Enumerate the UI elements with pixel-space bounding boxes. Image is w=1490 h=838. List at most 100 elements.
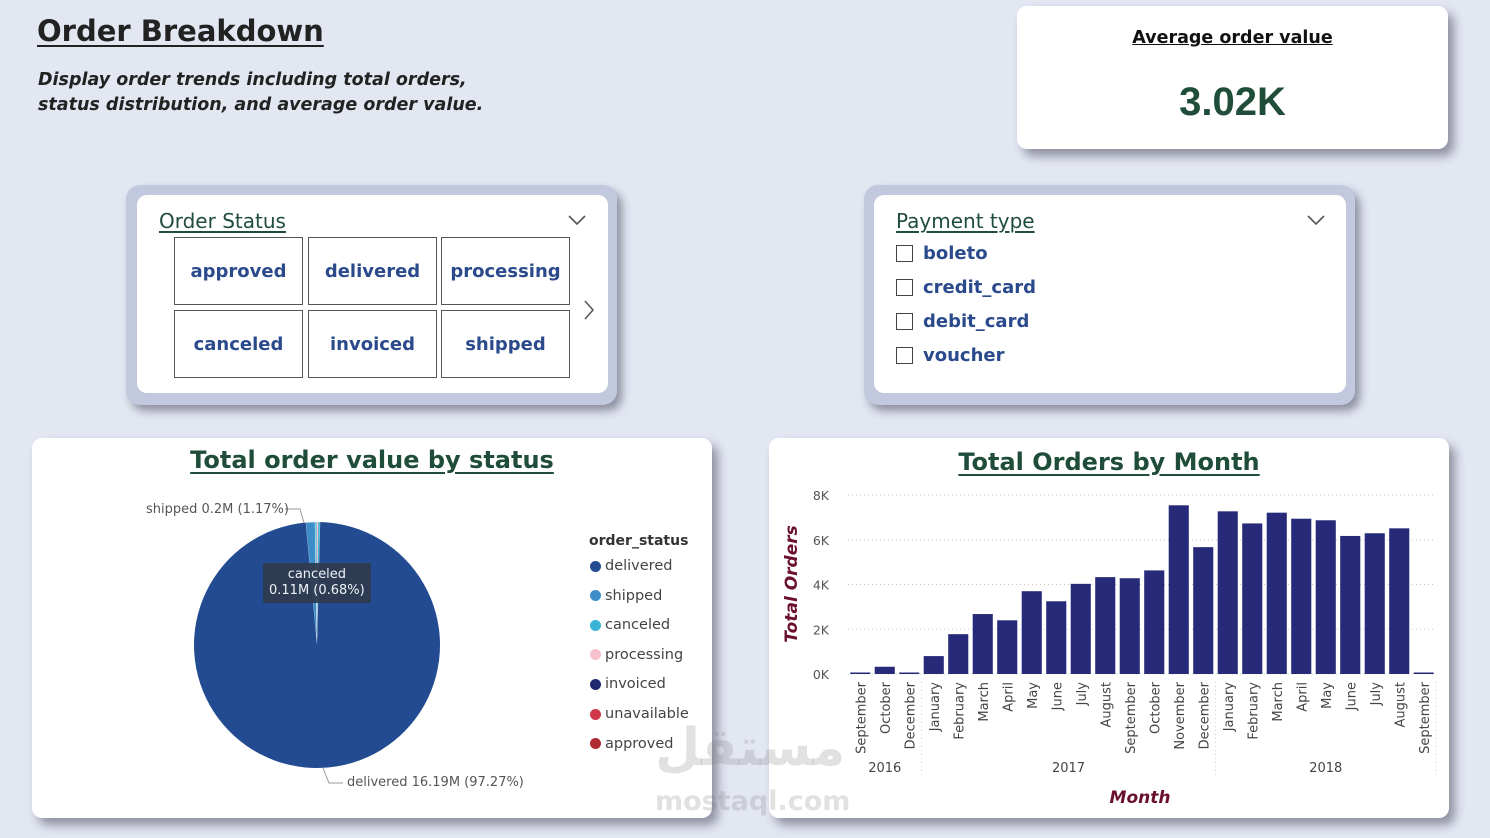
checkbox-icon[interactable]: [896, 312, 913, 330]
status-tile-approved[interactable]: approved: [174, 237, 303, 305]
tooltip-title: canceled: [287, 567, 347, 582]
status-tile-canceled[interactable]: canceled: [174, 310, 303, 378]
x-tick-label: September: [1418, 681, 1433, 754]
page-title: Order Breakdown: [37, 14, 324, 48]
watermark-latin: mostaql.com: [655, 786, 851, 817]
legend-dot-icon: [590, 738, 601, 750]
bar-october-2016[interactable]: [874, 666, 895, 674]
x-tick-label: February: [952, 682, 967, 740]
bar-may-2018[interactable]: [1315, 520, 1336, 674]
legend-item-invoiced[interactable]: invoiced: [590, 676, 666, 692]
chevron-right-icon[interactable]: [582, 299, 596, 321]
x-tick-label: July: [1075, 682, 1090, 707]
legend-item-shipped[interactable]: shipped: [590, 588, 662, 604]
bar-chart-card: Total Orders by Month 0K 2K 4K 6K 8K Septembe…: [769, 438, 1449, 818]
bar-january-2017[interactable]: [923, 656, 944, 674]
bar-july-2018[interactable]: [1364, 533, 1385, 674]
legend-dot-icon: [590, 590, 601, 602]
legend-item-canceled[interactable]: canceled: [590, 617, 670, 633]
legend-item-delivered[interactable]: delivered: [590, 558, 672, 574]
checkbox-icon[interactable]: [896, 346, 913, 364]
bar-december-2016[interactable]: [899, 672, 920, 675]
legend-item-approved[interactable]: approved: [590, 736, 674, 752]
legend-dot-icon: [590, 619, 601, 631]
x-tick-label: December: [903, 681, 918, 749]
status-tile-processing[interactable]: processing: [441, 237, 570, 305]
bar-june-2018[interactable]: [1340, 535, 1361, 674]
legend-item-unavailable[interactable]: unavailable: [590, 706, 689, 722]
checkbox-icon[interactable]: [896, 278, 913, 296]
pie-slice-delivered[interactable]: [193, 522, 440, 768]
payment-option-label: debit_card: [923, 310, 1030, 332]
payment-option-boleto[interactable]: boleto: [896, 240, 988, 266]
bar-december-2017[interactable]: [1193, 547, 1214, 674]
pie-label-delivered: delivered 16.19M (97.27%): [347, 775, 524, 790]
page-subtitle: Display order trends including total ord…: [38, 70, 484, 115]
status-tile-invoiced[interactable]: invoiced: [308, 310, 437, 378]
legend-dot-icon: [590, 678, 601, 690]
x-tick-label: April: [1001, 682, 1016, 712]
x-tick-label: June: [1344, 682, 1359, 711]
year-label: 2018: [1309, 761, 1342, 776]
status-tile-delivered[interactable]: delivered: [308, 237, 437, 305]
bar-april-2017[interactable]: [997, 620, 1018, 674]
status-tile-shipped[interactable]: shipped: [441, 310, 570, 378]
watermark-arabic: مستقل: [655, 718, 846, 778]
checkbox-icon[interactable]: [896, 244, 913, 262]
bar-april-2018[interactable]: [1291, 518, 1312, 674]
bar-september-2016[interactable]: [850, 672, 871, 675]
payment-option-debit-card[interactable]: debit_card: [896, 308, 1029, 334]
bar-june-2017[interactable]: [1046, 601, 1067, 674]
bar-march-2017[interactable]: [972, 614, 993, 674]
legend-label: shipped: [605, 587, 663, 604]
x-axis-title: Month: [1110, 788, 1171, 808]
bar-september-2018[interactable]: [1413, 672, 1434, 675]
bar-may-2017[interactable]: [1021, 591, 1042, 674]
y-axis-title: Total Orders: [782, 525, 802, 642]
leader-line-shipped: [285, 508, 305, 524]
chevron-down-icon[interactable]: [1306, 213, 1326, 227]
legend-label: approved: [605, 735, 674, 752]
x-tick-label: April: [1295, 682, 1310, 712]
year-label: 2016: [868, 761, 901, 776]
x-tick-label: August: [1393, 682, 1408, 728]
bar-july-2017[interactable]: [1070, 583, 1091, 674]
payment-option-voucher[interactable]: voucher: [896, 342, 1004, 368]
legend-label: unavailable: [605, 706, 689, 722]
y-tick-label: 4K: [813, 578, 830, 593]
bar-september-2017[interactable]: [1119, 578, 1140, 674]
bar-august-2017[interactable]: [1095, 577, 1116, 674]
legend-item-processing[interactable]: processing: [590, 647, 683, 663]
tooltip-value: 0.11M (0.68%): [269, 583, 365, 598]
x-tick-label: January: [1222, 682, 1237, 733]
kpi-title: Average order value: [1132, 28, 1333, 48]
y-tick-label: 8K: [813, 488, 830, 503]
bar-february-2018[interactable]: [1242, 523, 1263, 674]
legend-dot-icon: [590, 649, 601, 661]
x-tick-label: August: [1099, 682, 1114, 728]
bar-march-2018[interactable]: [1266, 512, 1287, 674]
payment-option-label: boleto: [923, 242, 988, 264]
x-tick-label: February: [1246, 682, 1261, 740]
bar-chart[interactable]: 0K 2K 4K 6K 8K September October December Januar…: [769, 438, 1449, 818]
x-tick-label: January: [928, 682, 943, 733]
chevron-down-icon[interactable]: [567, 213, 587, 227]
pie-chart-title: Total order value by status: [190, 446, 554, 474]
payment-option-label: credit_card: [923, 276, 1036, 298]
y-tick-label: 0K: [813, 667, 830, 682]
legend-label: processing: [605, 646, 684, 663]
x-tick-label: September: [1124, 681, 1139, 754]
y-tick-label: 6K: [813, 533, 830, 548]
bar-january-2018[interactable]: [1217, 511, 1238, 674]
payment-option-credit-card[interactable]: credit_card: [896, 274, 1036, 300]
bar-february-2017[interactable]: [948, 634, 969, 674]
x-tick-label: September: [854, 681, 869, 754]
year-label: 2017: [1052, 761, 1085, 776]
bar-november-2017[interactable]: [1168, 505, 1189, 674]
pie-chart[interactable]: [32, 438, 712, 818]
bar-august-2018[interactable]: [1389, 528, 1410, 674]
legend-label: invoiced: [605, 676, 666, 693]
pie-tooltip: canceled 0.11M (0.68%): [263, 563, 371, 603]
bar-october-2017[interactable]: [1144, 570, 1165, 674]
legend-dot-icon: [590, 560, 601, 572]
